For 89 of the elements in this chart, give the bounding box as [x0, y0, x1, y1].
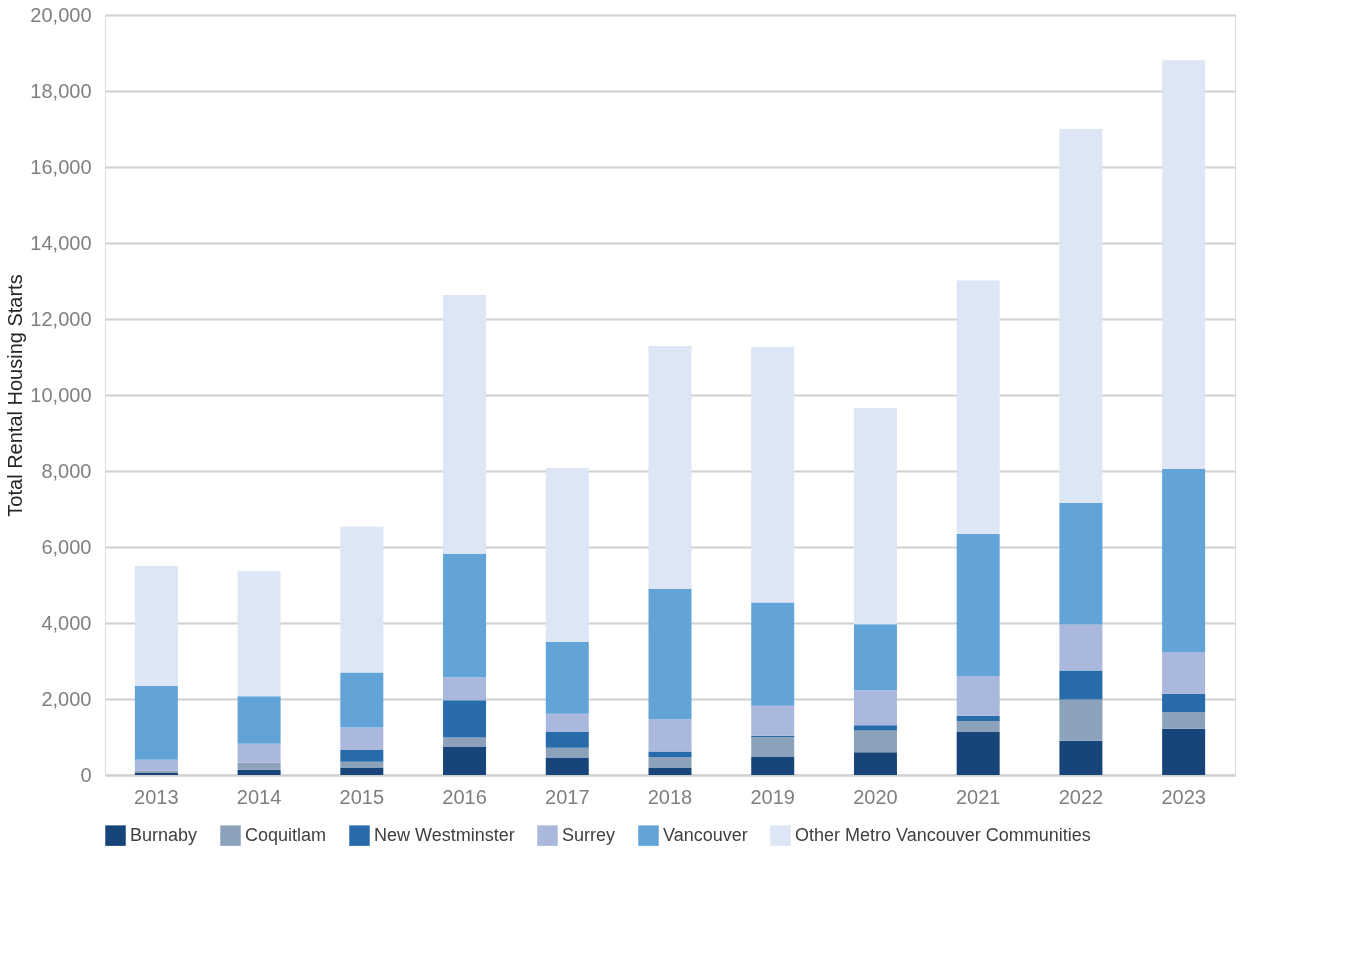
bar	[1162, 60, 1206, 469]
legend-label: New Westminster	[374, 824, 515, 845]
y-tick-label: 14,000	[30, 231, 92, 254]
y-tick-label: 10,000	[30, 383, 92, 406]
bar	[1162, 712, 1206, 729]
bar	[545, 747, 589, 758]
bar	[853, 725, 897, 731]
bar	[134, 686, 178, 760]
y-tick-label: 4,000	[41, 611, 92, 634]
y-tick-label: 8,000	[41, 459, 92, 482]
bar	[1059, 699, 1103, 741]
bar	[648, 757, 692, 768]
bar	[237, 769, 281, 775]
bar	[648, 588, 692, 720]
bar	[648, 751, 692, 758]
y-tick-label: 0	[80, 763, 92, 786]
bar	[1059, 740, 1103, 775]
bar	[853, 624, 897, 691]
bar	[443, 295, 487, 554]
bar	[853, 730, 897, 753]
bar	[751, 347, 795, 603]
bar	[751, 705, 795, 736]
bar	[134, 759, 178, 771]
bar	[545, 467, 589, 642]
bar	[1059, 502, 1103, 625]
x-tick-label: 2018	[647, 785, 693, 808]
bar	[853, 407, 897, 625]
y-axis-title: Total Rental Housing Starts	[4, 274, 27, 517]
bar	[1059, 129, 1103, 503]
bar	[340, 727, 384, 750]
bar	[853, 690, 897, 726]
bar	[1162, 728, 1206, 775]
bar	[956, 280, 1000, 535]
bar	[443, 553, 487, 678]
x-tick-label: 2022	[1058, 785, 1104, 808]
x-tick-label: 2021	[955, 785, 1001, 808]
bar	[1059, 670, 1103, 700]
bar	[956, 721, 1000, 733]
x-tick-label: 2013	[134, 785, 179, 808]
legend-label: Other Metro Vancouver Communities	[795, 824, 1091, 845]
bar	[1059, 624, 1103, 671]
bar	[956, 534, 1000, 677]
y-tick-label: 2,000	[41, 687, 92, 710]
y-tick-label: 12,000	[30, 307, 92, 330]
bar	[340, 672, 384, 728]
y-tick-label: 16,000	[30, 155, 92, 178]
bar	[340, 526, 384, 673]
x-tick-label: 2020	[853, 785, 898, 808]
legend-label: Coquitlam	[245, 824, 327, 845]
bar	[956, 732, 1000, 775]
x-tick-label: 2023	[1161, 785, 1206, 808]
legend-label: Vancouver	[663, 824, 748, 845]
bar	[340, 749, 384, 762]
bar	[237, 743, 281, 763]
y-tick-label: 6,000	[41, 535, 92, 558]
x-tick-label: 2016	[442, 785, 487, 808]
bar	[648, 345, 692, 589]
bar	[443, 700, 487, 738]
bar	[648, 719, 692, 752]
bar	[1162, 652, 1206, 694]
bar	[1162, 693, 1206, 713]
bar	[545, 713, 589, 733]
bar	[1162, 468, 1206, 653]
bar	[443, 677, 487, 701]
x-tick-label: 2014	[236, 785, 282, 808]
legend-label: Burnaby	[130, 824, 198, 845]
bar	[751, 737, 795, 757]
bar	[443, 737, 487, 747]
bar	[956, 715, 1000, 722]
y-tick-label: 20,000	[30, 3, 92, 26]
bar	[751, 756, 795, 775]
y-tick-label: 18,000	[30, 79, 92, 102]
bar	[340, 767, 384, 775]
bar	[648, 767, 692, 775]
bar	[853, 752, 897, 775]
bar	[237, 696, 281, 744]
x-tick-label: 2017	[545, 785, 590, 808]
bar	[545, 642, 589, 714]
bar	[134, 566, 178, 687]
x-tick-label: 2019	[750, 785, 795, 808]
bar	[237, 762, 281, 770]
bar	[545, 757, 589, 775]
bar	[751, 602, 795, 706]
legend-label: Surrey	[562, 824, 616, 845]
bar	[443, 746, 487, 775]
bar	[956, 676, 1000, 716]
bar	[545, 732, 589, 748]
bar	[237, 571, 281, 697]
x-tick-label: 2015	[339, 785, 385, 808]
